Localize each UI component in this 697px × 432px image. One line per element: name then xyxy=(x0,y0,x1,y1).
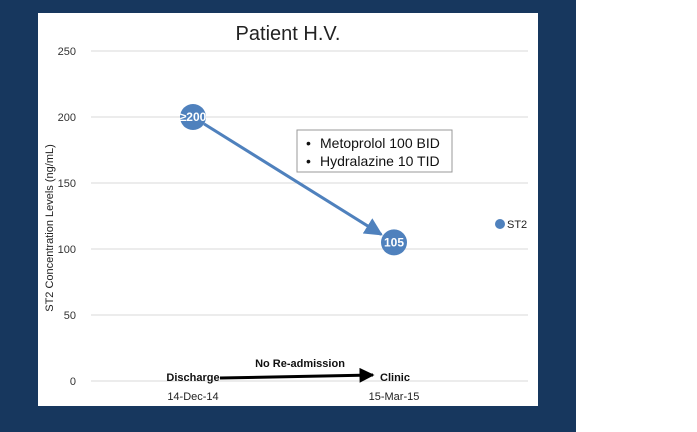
legend-marker xyxy=(495,219,505,229)
y-tick-label: 250 xyxy=(58,46,76,58)
data-label: ≥200 xyxy=(180,110,207,124)
medication-2: Hydralazine 10 TID xyxy=(320,153,440,169)
gridlines xyxy=(91,50,528,382)
x-date-label-1: 14-Dec-14 xyxy=(167,391,218,403)
series-line xyxy=(203,122,383,236)
legend-label: ST2 xyxy=(507,219,527,231)
medication-1: Metoprolol 100 BID xyxy=(320,135,440,151)
y-tick-label: 0 xyxy=(70,376,76,388)
y-tick-label: 150 xyxy=(58,178,76,190)
st2-chart: Patient H.V. 0 50 100 150 200 250 ST2 Concent… xyxy=(44,23,528,403)
timeline-middle-label: No Re-admission xyxy=(255,358,345,370)
y-axis-ticks: 0 50 100 150 200 250 xyxy=(58,46,76,388)
y-tick-label: 50 xyxy=(64,310,76,322)
data-label: 105 xyxy=(384,235,404,249)
chart-title: Patient H.V. xyxy=(236,23,341,45)
timeline-start-label: Discharge xyxy=(166,372,219,384)
svg-text:•: • xyxy=(306,153,311,169)
timeline-end-label: Clinic xyxy=(380,372,410,384)
slide-background: Patient H.V. 0 50 100 150 200 250 ST2 Concent… xyxy=(0,0,576,432)
timeline-arrow xyxy=(219,367,375,383)
data-point xyxy=(180,104,206,130)
y-axis-label: ST2 Concentration Levels (ng/mL) xyxy=(44,144,56,312)
y-tick-label: 100 xyxy=(58,244,76,256)
medication-box: • Metoprolol 100 BID • Hydralazine 10 TI… xyxy=(296,129,453,173)
chart-panel: Patient H.V. 0 50 100 150 200 250 ST2 Concent… xyxy=(38,13,538,406)
y-tick-label: 200 xyxy=(58,112,76,124)
svg-text:•: • xyxy=(306,135,311,151)
x-date-label-2: 15-Mar-15 xyxy=(369,391,420,403)
timeline: No Re-admission Discharge Clinic 14-Dec-… xyxy=(166,358,419,403)
legend: ST2 xyxy=(495,219,527,231)
plot-area: ≥200 105 xyxy=(180,104,407,256)
data-point xyxy=(381,229,407,256)
